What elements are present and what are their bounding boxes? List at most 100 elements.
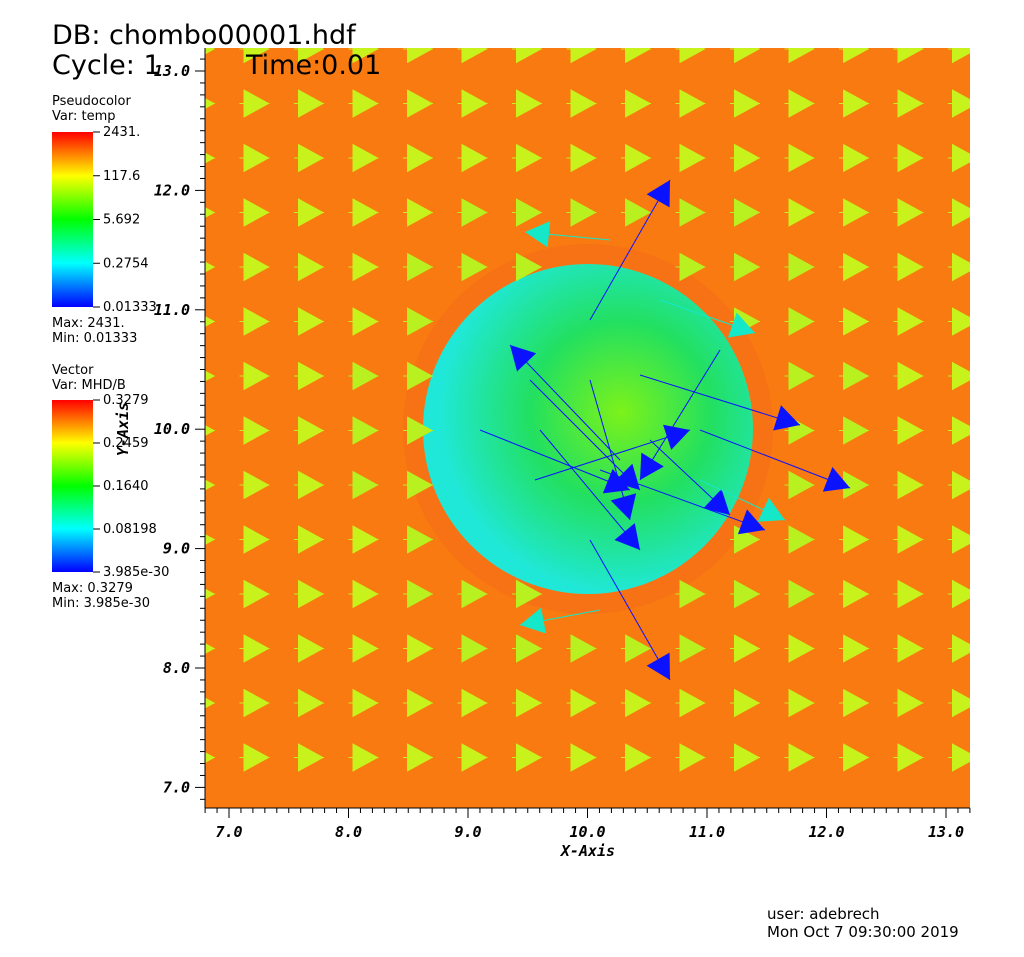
vector-head	[516, 143, 542, 173]
vector-head	[952, 361, 970, 391]
vector-head	[952, 198, 970, 227]
colorbar-label: 0.2754	[103, 256, 149, 271]
vector-head	[461, 89, 488, 118]
vector-head	[243, 361, 270, 391]
colorbar-label: 0.3279	[103, 393, 149, 408]
vector-head	[516, 89, 542, 118]
vector-head	[516, 198, 542, 227]
vector-head	[205, 261, 215, 273]
vector-shaft	[699, 429, 851, 489]
vector-head	[570, 743, 597, 772]
legend-title: Pseudocolor	[52, 94, 131, 109]
vector-head	[897, 416, 924, 445]
user-label: user: adebrech	[767, 905, 880, 923]
vector-head	[843, 688, 869, 718]
vector-head	[243, 470, 270, 500]
x-tick-label: 11.0	[689, 823, 725, 841]
vector-head	[843, 743, 869, 772]
legend-min: Min: 0.01333	[52, 331, 137, 346]
date-label: Mon Oct 7 09:30:00 2019	[767, 923, 959, 941]
vector-head	[679, 143, 706, 173]
vector-head	[843, 89, 869, 118]
colorbar-label: 0.1640	[103, 479, 149, 494]
vector-head	[952, 525, 970, 554]
vector-head	[679, 89, 706, 118]
vector-head	[952, 470, 970, 500]
vector-shaft	[639, 349, 721, 481]
vector-head	[897, 525, 924, 554]
vector-head	[570, 198, 597, 227]
vector-head	[952, 743, 970, 772]
vector-head	[897, 307, 924, 336]
vector-head	[788, 361, 815, 391]
vector-head	[734, 743, 760, 772]
vector-head	[843, 48, 869, 64]
vector-head	[298, 361, 324, 391]
x-axis-title: X-Axis	[559, 842, 615, 860]
vector-head	[757, 497, 785, 522]
vector-head	[788, 634, 815, 663]
vector-head	[679, 688, 706, 718]
time-label: Time:0.01	[245, 50, 381, 81]
vector-head	[734, 688, 760, 718]
vector-head	[407, 525, 433, 554]
legend-variable: Var: temp	[52, 109, 116, 124]
vector-head	[407, 48, 433, 64]
vector-head	[461, 48, 488, 64]
vector-head	[243, 89, 270, 118]
vector-head	[352, 89, 379, 118]
vector-head	[734, 579, 760, 609]
vector-field	[205, 48, 970, 772]
y-tick-label: 12.0	[154, 181, 190, 199]
vector-head	[679, 198, 706, 227]
vector-shaft	[509, 344, 621, 461]
vector-head	[843, 416, 869, 445]
vector-head	[516, 743, 542, 772]
vector-head	[570, 48, 597, 64]
vector-head	[243, 416, 270, 445]
vector-head	[734, 198, 760, 227]
x-tick-label: 7.0	[215, 823, 242, 841]
vector-head	[897, 688, 924, 718]
vector-head	[570, 688, 597, 718]
vector-head	[843, 579, 869, 609]
vector-head	[461, 743, 488, 772]
vector-head	[843, 252, 869, 282]
legend-min: Min: 3.985e-30	[52, 596, 150, 611]
vector-head	[788, 48, 815, 64]
vector-head	[788, 579, 815, 609]
vector-head	[352, 143, 379, 173]
vector-head	[952, 89, 970, 118]
vector-head	[298, 743, 324, 772]
vector-head	[570, 89, 597, 118]
vector-head	[646, 652, 670, 680]
vector-head	[243, 48, 270, 64]
vector-shaft	[529, 379, 641, 491]
vector-head	[625, 143, 651, 173]
colorbar	[52, 400, 93, 572]
vector-head	[407, 743, 433, 772]
vector-head	[243, 198, 270, 227]
vector-head	[407, 361, 433, 391]
vector-head	[205, 152, 215, 164]
vector-head	[897, 361, 924, 391]
vector-head	[625, 198, 651, 227]
colorbar-label: 0.08198	[103, 522, 157, 537]
vector-head	[952, 252, 970, 282]
vector-head	[205, 97, 215, 110]
vector-head	[734, 89, 760, 118]
vector-head	[205, 316, 215, 327]
legend-title: Vector	[52, 363, 94, 378]
vector-head	[843, 634, 869, 663]
vector-head	[352, 634, 379, 663]
vector-head	[788, 89, 815, 118]
vector-head	[679, 579, 706, 609]
vector-head	[352, 307, 379, 336]
vector-head	[407, 470, 433, 500]
vector-shaft	[639, 374, 801, 426]
vector-head	[788, 307, 815, 336]
vector-head	[461, 198, 488, 227]
vector-shaft	[589, 179, 671, 321]
x-tick-label: 8.0	[335, 823, 362, 841]
y-tick-label: 8.0	[163, 659, 190, 677]
